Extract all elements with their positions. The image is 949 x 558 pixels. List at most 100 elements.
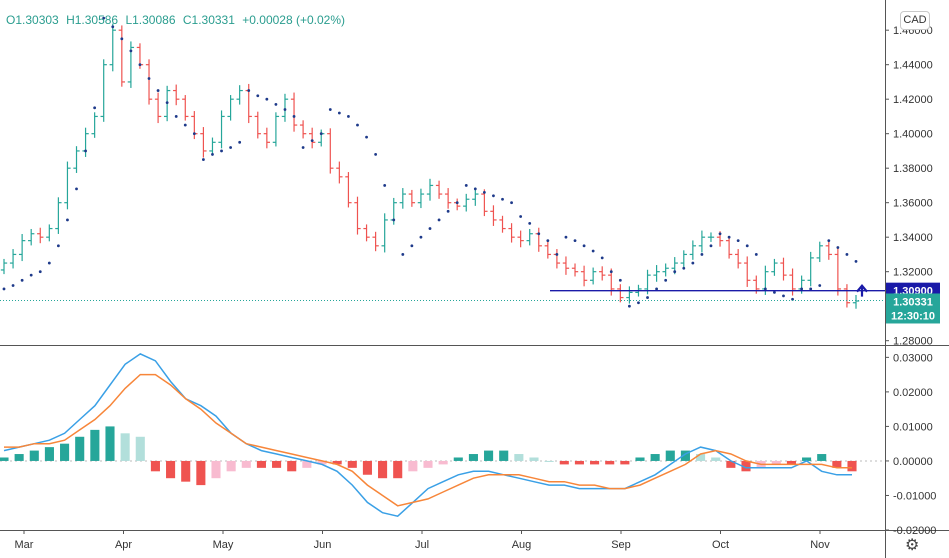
- time-tick-label: Jul: [415, 539, 429, 551]
- sar-dot: [600, 256, 604, 260]
- macd-hist-bar: [680, 450, 690, 461]
- candle-bar: [336, 161, 343, 184]
- candle-bar: [653, 265, 660, 282]
- candle-bar: [327, 128, 334, 174]
- candle-bar: [734, 249, 742, 269]
- sar-dot: [11, 284, 15, 287]
- candle-bar: [299, 120, 307, 139]
- candle-bar: [109, 23, 116, 72]
- macd-hist-bar: [272, 460, 282, 468]
- candle-bar: [381, 213, 388, 253]
- sar-dot: [473, 187, 477, 191]
- candle-bar: [725, 236, 733, 259]
- sar-dot: [383, 184, 387, 187]
- candle-bar: [426, 178, 434, 201]
- sar-dot: [745, 244, 749, 248]
- macd-hist-bar: [423, 460, 433, 468]
- macd-hist-bar: [771, 460, 781, 465]
- candle-bar: [218, 110, 225, 149]
- macd-hist-bar: [544, 460, 554, 462]
- macd-hist-bar: [802, 457, 812, 461]
- macd-hist-bar: [817, 454, 827, 461]
- sar-dot: [29, 273, 33, 277]
- macd-hist-bar: [150, 460, 160, 472]
- time-tick-label: Mar: [15, 539, 34, 551]
- sar-dot: [791, 297, 794, 301]
- price-tick-label: 1.34000: [893, 232, 933, 244]
- macd-hist-bar: [514, 454, 524, 461]
- candle-bar: [272, 112, 280, 147]
- sar-dot: [763, 287, 767, 291]
- macd-hist-bar: [741, 460, 751, 472]
- macd-hist-bar: [620, 460, 630, 465]
- macd-hist-bar: [0, 457, 9, 461]
- candle-bar: [816, 241, 823, 263]
- macd-hist-bar: [847, 460, 857, 472]
- candle-bar: [18, 234, 26, 262]
- sar-dot: [782, 294, 785, 298]
- close-value: C1.30331: [182, 13, 235, 27]
- sar-dot: [102, 16, 106, 20]
- sar-dot: [238, 140, 242, 144]
- candle-bar: [363, 224, 370, 242]
- time-tick-label: Nov: [810, 539, 830, 551]
- macd-hist-bar: [696, 454, 706, 461]
- sar-dot: [501, 197, 504, 201]
- sar-dot: [337, 111, 341, 115]
- sar-dot: [111, 25, 115, 29]
- sar-dot: [609, 270, 613, 274]
- sar-dot: [628, 304, 631, 308]
- candle-bar: [73, 146, 80, 173]
- sar-dot: [419, 235, 423, 239]
- price-tick-label: 1.36000: [893, 198, 933, 210]
- candle-bar: [499, 215, 506, 233]
- sar-dot: [356, 123, 359, 127]
- candle-bar: [843, 284, 851, 308]
- candle-bar: [227, 95, 234, 121]
- sar-dot: [410, 244, 414, 248]
- macd-hist-bar: [635, 457, 645, 461]
- ohlc-readout: O1.30303 H1.30586 L1.30086 C1.30331 +0.0…: [6, 13, 349, 27]
- sar-dot: [827, 239, 831, 243]
- candle-bar: [28, 228, 35, 246]
- macd-hist-bar: [726, 460, 736, 468]
- sar-dot: [673, 270, 677, 274]
- sar-dot: [582, 244, 586, 248]
- sar-dot: [310, 139, 314, 142]
- candle-bar: [154, 92, 162, 124]
- candle-bar: [834, 247, 842, 296]
- macd-hist-bar: [393, 460, 403, 479]
- candle-bar: [617, 284, 624, 303]
- sar-dot: [700, 253, 704, 256]
- macd-hist-bar: [484, 450, 494, 461]
- macd-hist-bar: [211, 460, 221, 479]
- currency-button[interactable]: CAD: [900, 11, 930, 30]
- sar-dot: [401, 253, 405, 256]
- macd-hist-bar: [287, 460, 297, 472]
- sar-dot: [682, 266, 686, 270]
- price-tick-label: 1.44000: [893, 60, 933, 72]
- sar-dot: [129, 49, 133, 53]
- sar-dot: [2, 287, 6, 291]
- sar-dot: [392, 218, 396, 222]
- candle-bar: [9, 249, 17, 269]
- sar-dot: [691, 261, 695, 265]
- sar-dot: [800, 287, 804, 291]
- candle-bar: [571, 263, 579, 277]
- sar-dot: [492, 194, 495, 198]
- candle-bar: [209, 137, 216, 156]
- gear-icon[interactable]: ⚙: [905, 537, 920, 554]
- candle-bar: [481, 189, 488, 217]
- sar-dot: [637, 301, 640, 305]
- sar-dot: [718, 232, 722, 236]
- candle-bar: [182, 95, 189, 121]
- macd-tick-label: 0.01000: [893, 421, 933, 433]
- macd-tick-label: 0.02000: [893, 387, 933, 399]
- macd-hist-bar: [75, 436, 85, 461]
- sar-dot: [156, 89, 160, 92]
- candle-bar: [308, 127, 316, 149]
- candle-bar: [580, 265, 588, 287]
- sar-dot: [537, 232, 541, 236]
- price-tick-label: 1.42000: [893, 94, 933, 106]
